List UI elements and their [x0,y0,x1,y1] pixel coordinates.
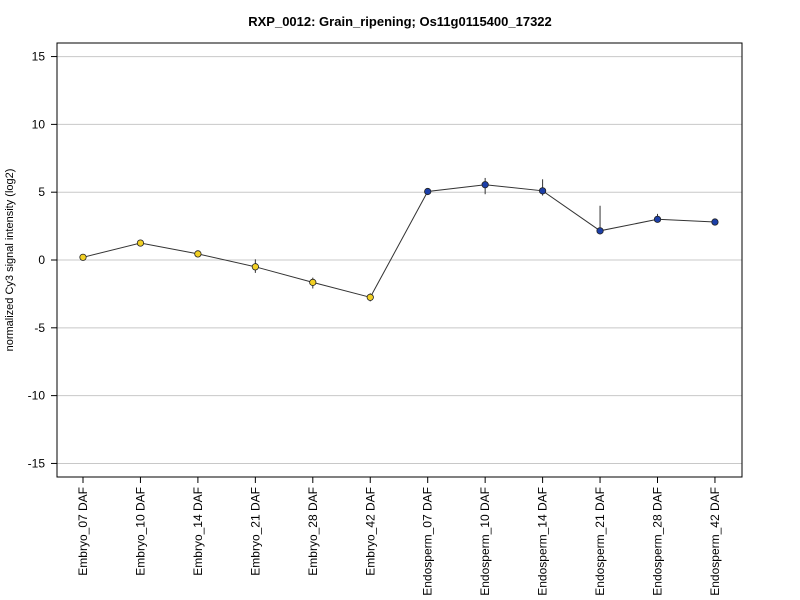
y-tick-label: -5 [34,321,45,335]
y-axis: -15 -10 -5 0 5 10 15 [28,50,57,470]
data-point [538,187,547,195]
x-tick-label: Embryo_21 DAF [248,487,262,576]
data-point [711,218,719,226]
y-tick-label: 15 [32,50,46,64]
data-point [136,239,145,247]
x-tick-label: Endosperm_42 DAF [708,487,722,596]
data-point [366,293,374,301]
data-point [194,250,202,258]
data-point [481,181,489,189]
x-tick-label: Embryo_42 DAF [363,487,377,576]
y-axis-label: normalized Cy3 signal intensity (log2) [4,169,16,352]
data-points [79,181,719,301]
x-tick-label: Endosperm_21 DAF [593,487,607,596]
data-point [79,253,87,261]
x-axis: Embryo_07 DAF Embryo_10 DAF Embryo_14 DAF E… [76,477,722,596]
data-point [596,227,604,235]
error-bars [82,177,716,302]
data-point [251,263,259,271]
data-point [309,278,317,286]
data-point [424,187,432,196]
series-line-group [82,184,716,298]
x-tick-label: Endosperm_10 DAF [478,487,492,596]
chart-title: RXP_0012: Grain_ripening; Os11g0115400_1… [248,14,552,29]
grid [57,56,742,464]
x-tick-label: Endosperm_14 DAF [536,487,550,596]
y-tick-label: -15 [28,456,46,470]
y-tick-label: -10 [28,389,46,403]
data-point [653,215,662,223]
x-tick-label: Embryo_28 DAF [306,487,320,576]
y-tick-label: 5 [38,185,45,199]
x-tick-label: Endosperm_07 DAF [421,487,435,596]
y-tick-label: 0 [38,253,45,267]
x-tick-label: Embryo_10 DAF [133,487,147,576]
x-tick-label: Endosperm_28 DAF [651,487,665,596]
series-line [82,184,716,298]
x-tick-label: Embryo_14 DAF [191,487,205,576]
y-tick-label: 10 [32,117,46,131]
x-tick-label: Embryo_07 DAF [76,487,90,576]
